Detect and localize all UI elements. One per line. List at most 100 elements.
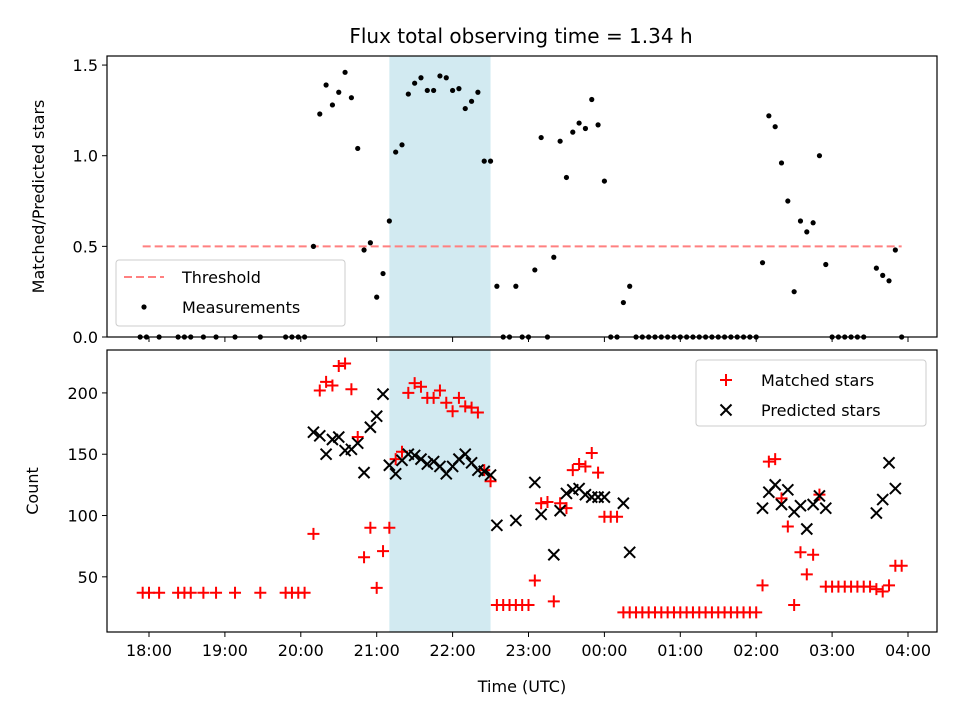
predicted-star-point [376,387,390,401]
measurement-point [652,334,658,340]
matched-star-point [522,599,535,612]
predicted-star-point [623,546,636,559]
top-y-tick-label: 0.5 [73,237,98,256]
top-panel: 0.0 0.5 1.0 1.5 Matched/Predicted stars Thres… [29,55,938,347]
measurement-point [576,120,582,126]
measurement-point [456,86,462,92]
measurement-point [753,334,759,340]
measurement-point [551,254,557,260]
measurement-point [200,334,206,340]
matched-star-point [864,580,877,593]
measurement-point [823,261,829,268]
matched-star-point [800,568,813,581]
bottom-frame [106,349,938,633]
predicted-legend-label: Predicted stars [761,401,881,420]
matched-star-point [377,545,390,558]
measurement-point [816,153,823,159]
matched-star-point [210,586,223,599]
matched-star-point [554,497,567,510]
matched-star-point [585,446,598,459]
measurement-point [143,334,150,340]
predicted-star-point [326,433,339,446]
measurement-point [175,334,181,340]
matched-star-point [471,406,484,419]
x-tick-label: 22:00 [430,641,476,660]
matched-legend-swatch [720,374,732,386]
matched-star-point [895,559,908,572]
top-y-tick-label: 1.0 [73,147,98,166]
measurement-point [665,334,671,340]
x-tick-label: 20:00 [278,641,324,660]
predicted-star-point [313,429,326,443]
matched-star-point [229,586,242,599]
measurement-point [361,247,367,253]
matched-star-point [807,548,820,561]
measurement-point [614,334,620,340]
measurement-point [386,218,392,224]
x-tick-label: 00:00 [581,641,627,660]
measurement-point [646,334,652,340]
measurement-point [494,283,500,289]
measurement-point [374,294,380,300]
predicted-star-point [768,478,782,492]
measurement-point [342,69,348,75]
measurement-point [778,160,785,166]
measurement-point [848,334,854,340]
measurement-point [703,334,709,340]
measurement-point [608,334,614,340]
predicted-star-point [332,430,345,444]
measurement-point [487,158,494,164]
measurement-point [715,334,721,340]
measurement-point [570,129,576,135]
matched-star-point [339,357,352,370]
measurement-point [462,105,468,112]
x-tick-label: 03:00 [809,641,855,660]
measurement-point [506,334,513,340]
predicted-star-point [421,457,434,471]
measurement-point [544,334,551,340]
measurement-point [317,111,323,117]
measurement-point [399,142,405,148]
measurement-point [892,247,898,253]
measurement-point [380,270,386,277]
measurement-point [677,334,683,340]
bottom-y-tick-label: 200 [67,384,98,403]
matched-star-point [254,586,267,599]
measurement-point [601,178,608,184]
measurement-point [283,334,289,340]
measurement-point [759,260,766,266]
measurement-point [620,299,626,306]
measurement-point [336,89,342,95]
predicted-star-point [484,468,497,482]
predicted-star-point [357,466,371,479]
predicted-star-point [370,410,383,423]
measurement-point [873,265,879,271]
matched-star-point [484,475,497,488]
matched-star-point [143,586,155,599]
top-y-tick-label: 1.5 [73,56,98,75]
predicted-star-point [528,476,542,489]
measurement-point [431,87,437,94]
matched-star-point [408,377,421,390]
predicted-star-point [408,449,421,462]
predicted-star-point [534,508,548,521]
predicted-star-point [756,501,769,515]
matched-star-point [320,375,333,388]
measurement-point [475,89,481,95]
measurement-point [525,334,532,340]
bottom-legend: Matched stars Predicted stars [695,359,927,427]
measurement-point [188,334,194,340]
matched-star-point [298,586,311,599]
measurement-point [810,220,816,226]
matched-star-point [370,581,383,594]
measurement-point [137,334,143,340]
matched-star-point [579,460,592,473]
bottom-y-tick-label: 100 [67,507,98,526]
measurement-point [690,334,696,340]
bottom-y-tick-label: 150 [67,445,98,464]
measurement-point [367,240,373,246]
measurement-point [323,82,329,88]
measurement-point [582,125,589,132]
measurement-point [842,334,848,340]
measurement-point [355,145,361,152]
